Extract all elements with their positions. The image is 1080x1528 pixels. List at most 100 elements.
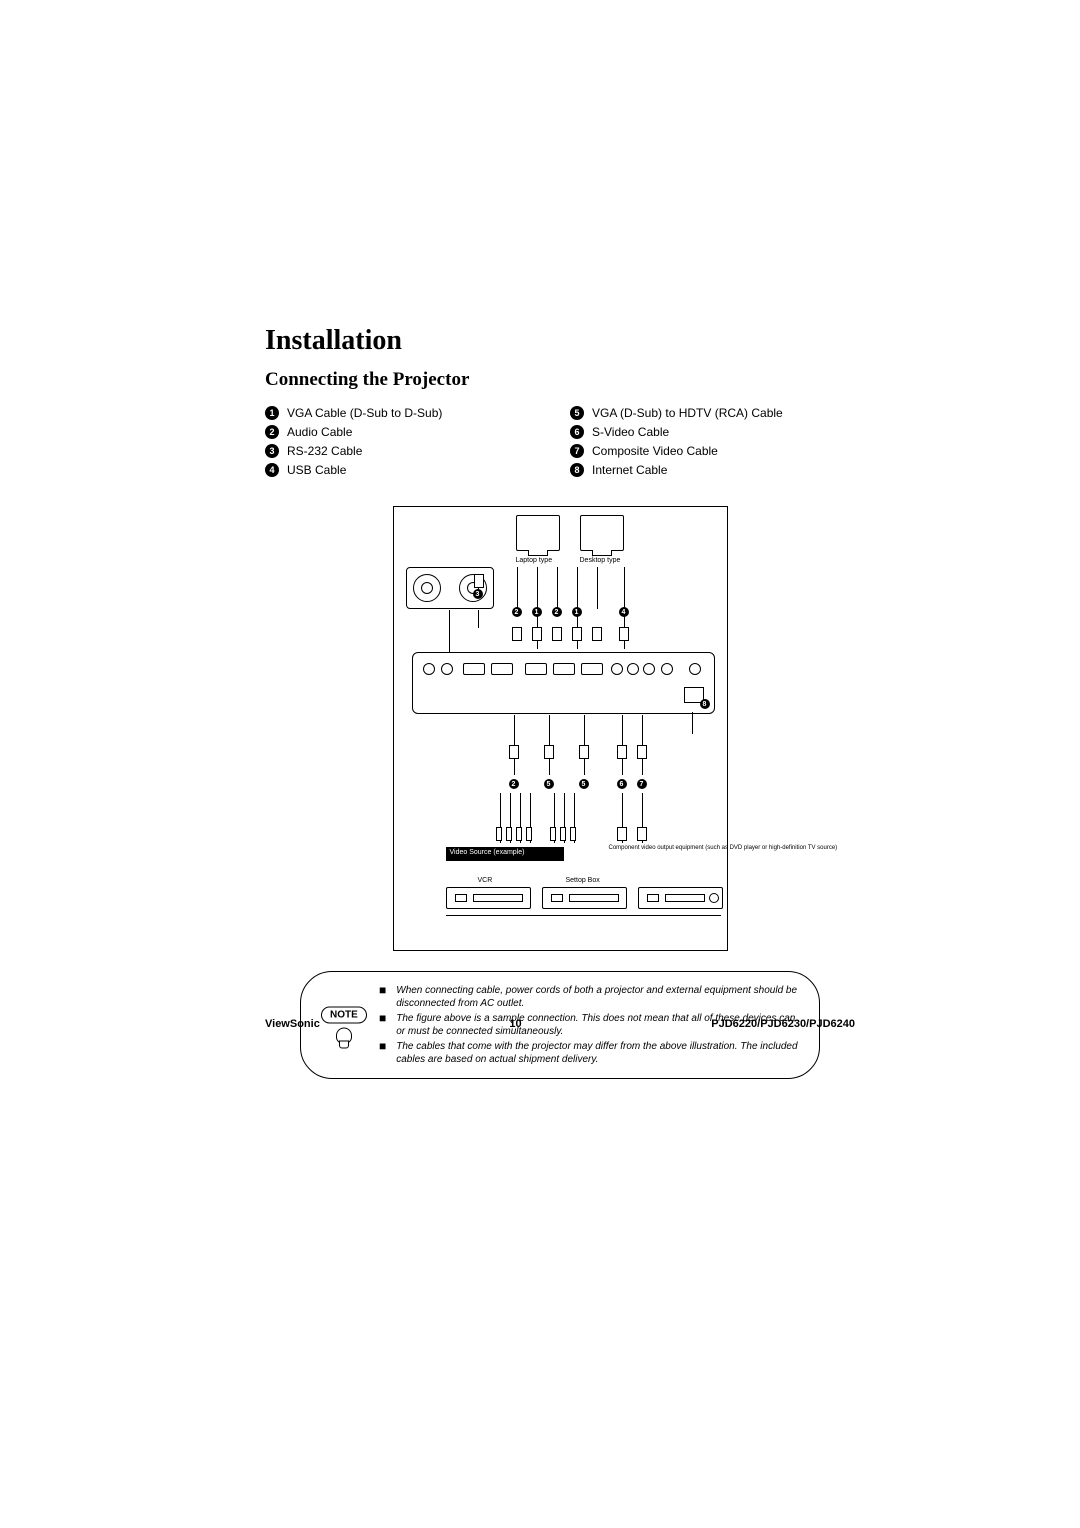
port-icon <box>423 663 435 675</box>
cable-number-badge: 5 <box>570 406 584 420</box>
vcr-label: VCR <box>478 877 493 884</box>
cable-column-right: 5 VGA (D-Sub) to HDTV (RCA) Cable 6 S-Vi… <box>570 401 855 482</box>
divider <box>446 915 721 916</box>
connector-icon <box>509 745 519 759</box>
device-slot <box>551 894 563 902</box>
cable-label: Audio Cable <box>287 425 352 439</box>
footer-brand: ViewSonic <box>265 1018 320 1030</box>
diagram-badge: 5 <box>544 779 554 789</box>
cable-number-badge: 8 <box>570 463 584 477</box>
connector-icon <box>637 745 647 759</box>
cable-line <box>597 567 599 609</box>
cable-label: Internet Cable <box>592 463 667 477</box>
port-icon <box>491 663 513 675</box>
connector-icon <box>617 827 627 841</box>
desktop-icon <box>580 515 624 551</box>
connector-icon <box>516 827 522 841</box>
cable-number-badge: 4 <box>265 463 279 477</box>
cable-legend: 1 VGA Cable (D-Sub to D-Sub) 2 Audio Cab… <box>265 401 855 482</box>
diagram-badge: 1 <box>532 607 542 617</box>
port-icon <box>689 663 701 675</box>
connector-icon <box>617 745 627 759</box>
diagram-badge: 5 <box>579 779 589 789</box>
projector-icon <box>412 652 715 714</box>
port-icon <box>643 663 655 675</box>
port-icon <box>553 663 575 675</box>
port-icon <box>581 663 603 675</box>
port-icon <box>463 663 485 675</box>
connector-icon <box>474 574 484 588</box>
connector-icon <box>544 745 554 759</box>
connector-icon <box>512 627 522 641</box>
bullet-icon: ■ <box>379 984 386 1010</box>
note-text: The cables that come with the projector … <box>396 1040 801 1066</box>
diagram-badge: 4 <box>619 607 629 617</box>
diagram-badge: 1 <box>572 607 582 617</box>
cable-label: S-Video Cable <box>592 425 669 439</box>
component-device-icon <box>638 887 723 909</box>
connector-icon <box>496 827 502 841</box>
settop-label: Settop Box <box>566 877 600 884</box>
page-content: Installation Connecting the Projector 1 … <box>265 325 855 1079</box>
note-text: When connecting cable, power cords of bo… <box>396 984 801 1010</box>
cable-item: 3 RS-232 Cable <box>265 444 550 458</box>
footer-model: PJD6220/PJD6230/PJD6240 <box>711 1018 855 1030</box>
cable-label: VGA (D-Sub) to HDTV (RCA) Cable <box>592 406 783 420</box>
cable-number-badge: 3 <box>265 444 279 458</box>
settop-box-icon <box>542 887 627 909</box>
laptop-icon <box>516 515 560 551</box>
device-slot <box>665 894 705 902</box>
cable-item: 1 VGA Cable (D-Sub to D-Sub) <box>265 406 550 420</box>
cable-number-badge: 1 <box>265 406 279 420</box>
cable-column-left: 1 VGA Cable (D-Sub to D-Sub) 2 Audio Cab… <box>265 401 550 482</box>
connector-icon <box>550 827 556 841</box>
cable-number-badge: 2 <box>265 425 279 439</box>
component-label: Component video output equipment (such a… <box>609 845 705 852</box>
diagram-badge: 2 <box>552 607 562 617</box>
desktop-label: Desktop type <box>580 557 621 564</box>
port-icon <box>525 663 547 675</box>
device-slot <box>647 894 659 902</box>
port-icon <box>611 663 623 675</box>
diagram-badge: 6 <box>617 779 627 789</box>
cable-item: 5 VGA (D-Sub) to HDTV (RCA) Cable <box>570 406 855 420</box>
bullet-icon: ■ <box>379 1040 386 1066</box>
device-slot <box>569 894 619 902</box>
connector-icon <box>592 627 602 641</box>
note-item: ■ The cables that come with the projecto… <box>379 1040 801 1066</box>
cable-label: RS-232 Cable <box>287 444 362 458</box>
page-title: Installation <box>265 325 855 357</box>
connector-icon <box>637 827 647 841</box>
cable-number-badge: 7 <box>570 444 584 458</box>
cable-label: VGA Cable (D-Sub to D-Sub) <box>287 406 442 420</box>
cable-item: 6 S-Video Cable <box>570 425 855 439</box>
page-footer: ViewSonic 10 PJD6220/PJD6230/PJD6240 <box>265 1018 855 1030</box>
cable-item: 2 Audio Cable <box>265 425 550 439</box>
connector-icon <box>560 827 566 841</box>
cable-line <box>449 610 451 658</box>
cable-label: Composite Video Cable <box>592 444 718 458</box>
connector-icon <box>526 827 532 841</box>
connector-icon <box>579 745 589 759</box>
diagram-badge: 3 <box>473 589 483 599</box>
diagram-badge: 7 <box>637 779 647 789</box>
cable-line <box>517 567 519 609</box>
speaker-icon <box>413 574 441 602</box>
connection-diagram: Laptop type Desktop type 3 2 1 2 1 4 <box>393 506 728 951</box>
cable-item: 8 Internet Cable <box>570 463 855 477</box>
vcr-icon <box>446 887 531 909</box>
connector-icon <box>552 627 562 641</box>
cable-line <box>692 712 694 734</box>
cable-item: 4 USB Cable <box>265 463 550 477</box>
cable-label: USB Cable <box>287 463 346 477</box>
diagram-badge: 2 <box>509 779 519 789</box>
connector-icon <box>619 627 629 641</box>
note-item: ■ When connecting cable, power cords of … <box>379 984 801 1010</box>
port-icon <box>441 663 453 675</box>
video-source-label: Video Source (example) <box>446 847 564 861</box>
connector-icon <box>570 827 576 841</box>
diagram-badge: 2 <box>512 607 522 617</box>
cable-line <box>478 610 480 628</box>
section-heading: Connecting the Projector <box>265 369 855 391</box>
device-slot <box>473 894 523 902</box>
